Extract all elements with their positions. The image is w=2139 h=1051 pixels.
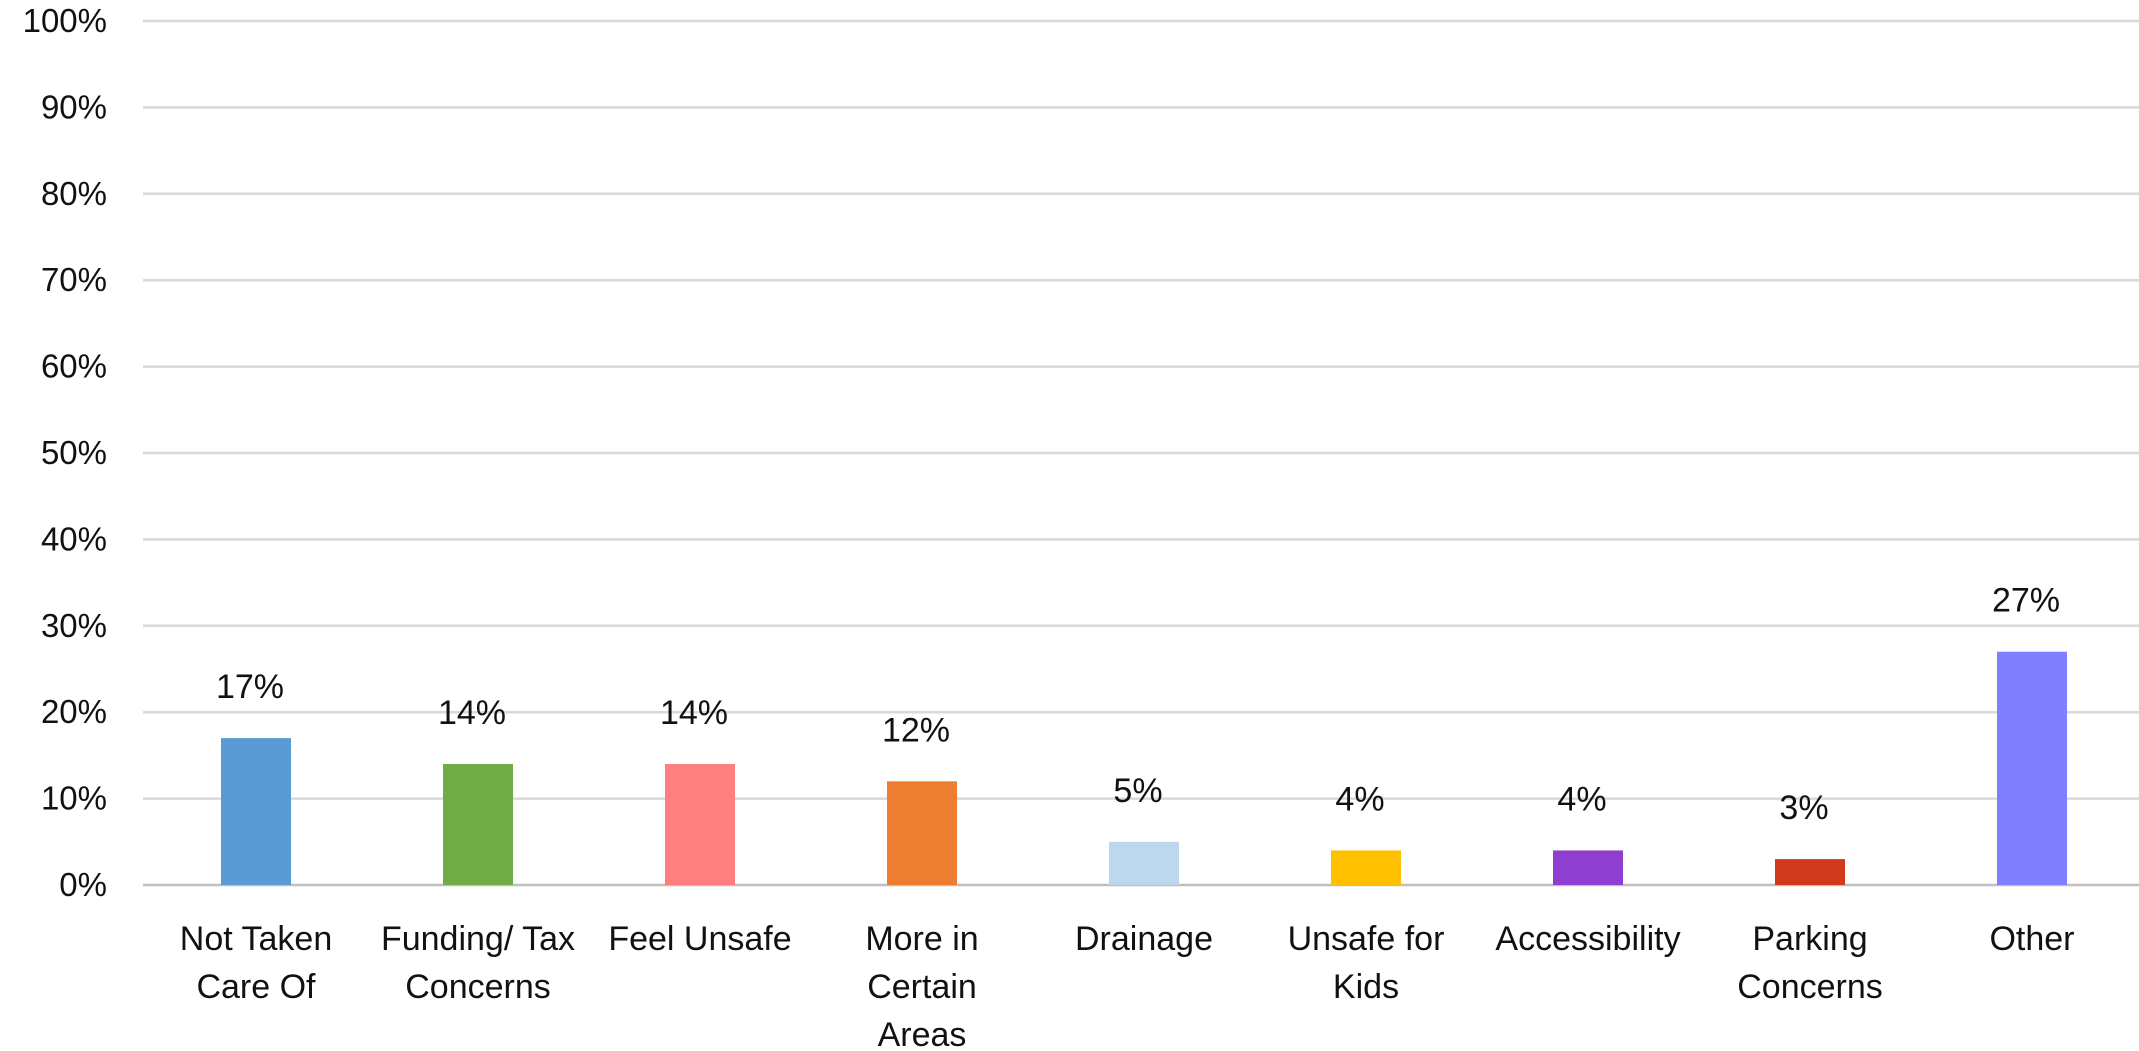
category-label: More in Certain Areas	[865, 920, 978, 1051]
y-tick-label: 10%	[41, 780, 107, 817]
bar	[665, 764, 735, 885]
data-label: 5%	[1113, 772, 1162, 810]
y-tick-label: 80%	[41, 175, 107, 212]
bar	[1775, 859, 1845, 885]
category-labels: Not Taken Care Of Funding/ Tax Concerns Feel…	[180, 920, 2075, 1051]
data-label: 17%	[216, 668, 284, 706]
y-tick-label: 90%	[41, 88, 107, 125]
bars	[221, 651, 2067, 885]
category-label: Drainage	[1075, 920, 1213, 958]
y-tick-label: 20%	[41, 693, 107, 730]
y-tick-label: 0%	[59, 866, 107, 903]
y-tick-label: 70%	[41, 261, 107, 298]
data-label: 12%	[882, 711, 950, 749]
bar	[221, 738, 291, 885]
category-label: Not Taken Care Of	[180, 920, 332, 1006]
gridlines	[143, 19, 2139, 887]
data-label: 14%	[660, 694, 728, 732]
bar	[1109, 841, 1179, 885]
category-label: Feel Unsafe	[608, 920, 791, 958]
bar	[887, 781, 957, 885]
category-label: Accessibility	[1495, 920, 1680, 958]
bar	[1553, 850, 1623, 885]
y-tick-label: 50%	[41, 434, 107, 471]
bar	[1997, 651, 2067, 885]
data-label: 3%	[1779, 789, 1828, 827]
data-labels: 17% 14% 14% 12% 5% 4% 4% 3% 27%	[216, 582, 2060, 827]
y-tick-label: 30%	[41, 607, 107, 644]
y-tick-label: 100%	[23, 2, 107, 39]
category-label: Other	[1989, 920, 2074, 958]
bar	[1331, 850, 1401, 885]
data-label: 14%	[438, 694, 506, 732]
data-label: 4%	[1557, 780, 1606, 818]
category-label: Unsafe for Kids	[1288, 920, 1445, 1006]
y-axis-tick-labels: 0% 10% 20% 30% 40% 50% 60% 70% 80% 90% 100%	[23, 2, 107, 903]
y-tick-label: 60%	[41, 348, 107, 385]
data-label: 4%	[1335, 780, 1384, 818]
y-tick-label: 40%	[41, 520, 107, 557]
data-label: 27%	[1992, 582, 2060, 620]
category-label: Funding/ Tax Concerns	[381, 920, 575, 1006]
category-label: Parking Concerns	[1737, 920, 1883, 1006]
bar	[443, 764, 513, 885]
